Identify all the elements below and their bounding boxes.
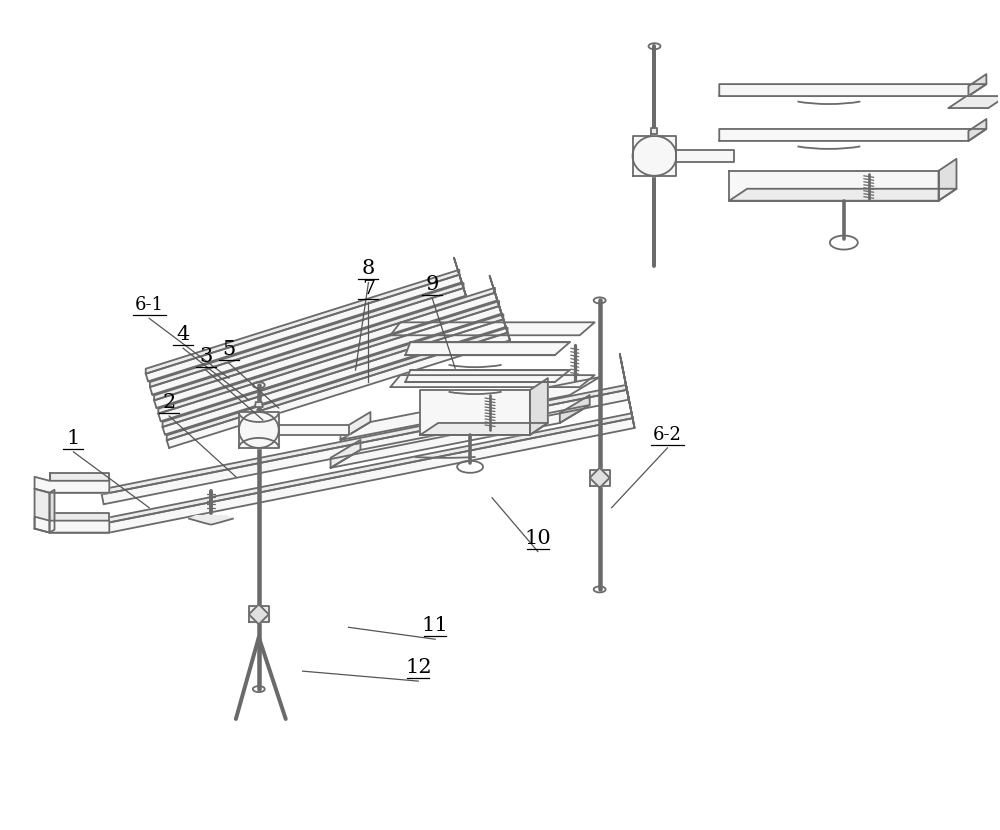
Polygon shape — [163, 320, 506, 435]
Polygon shape — [968, 119, 986, 141]
Polygon shape — [279, 425, 349, 435]
Polygon shape — [107, 418, 635, 533]
Polygon shape — [163, 315, 503, 427]
Polygon shape — [420, 390, 530, 435]
Text: 7: 7 — [362, 280, 375, 299]
Polygon shape — [146, 275, 462, 381]
Polygon shape — [633, 136, 676, 176]
Polygon shape — [35, 516, 109, 533]
Text: 6-2: 6-2 — [653, 426, 682, 444]
Polygon shape — [341, 412, 370, 440]
Polygon shape — [948, 96, 1000, 108]
Polygon shape — [50, 513, 109, 520]
Polygon shape — [101, 385, 627, 495]
Polygon shape — [560, 395, 590, 423]
Text: 5: 5 — [222, 340, 236, 359]
Polygon shape — [676, 150, 734, 162]
Polygon shape — [626, 387, 635, 428]
Polygon shape — [651, 128, 657, 134]
Text: 2: 2 — [162, 393, 176, 412]
Text: 9: 9 — [426, 276, 439, 295]
Polygon shape — [167, 328, 508, 440]
Polygon shape — [454, 257, 462, 282]
Text: 8: 8 — [362, 260, 375, 278]
Polygon shape — [249, 607, 269, 622]
Polygon shape — [189, 515, 233, 523]
Polygon shape — [390, 375, 595, 387]
Polygon shape — [50, 520, 109, 533]
Polygon shape — [625, 382, 633, 418]
Polygon shape — [729, 171, 939, 201]
Polygon shape — [150, 288, 466, 395]
Polygon shape — [719, 84, 986, 96]
Polygon shape — [102, 390, 629, 505]
Polygon shape — [530, 378, 548, 435]
Polygon shape — [50, 490, 54, 533]
Polygon shape — [341, 377, 600, 440]
Text: 11: 11 — [422, 616, 449, 635]
Polygon shape — [939, 159, 956, 201]
Polygon shape — [729, 188, 956, 201]
Polygon shape — [502, 315, 510, 340]
Polygon shape — [154, 293, 497, 408]
Polygon shape — [490, 276, 497, 300]
Polygon shape — [50, 481, 109, 493]
Polygon shape — [255, 402, 263, 407]
Polygon shape — [331, 405, 590, 468]
Polygon shape — [620, 354, 627, 390]
Polygon shape — [239, 412, 279, 448]
Ellipse shape — [239, 412, 279, 448]
Polygon shape — [590, 470, 610, 486]
Polygon shape — [150, 283, 464, 387]
Polygon shape — [249, 604, 269, 624]
Polygon shape — [494, 289, 502, 314]
Polygon shape — [968, 74, 986, 96]
Polygon shape — [498, 302, 506, 327]
Text: 3: 3 — [199, 347, 213, 366]
Polygon shape — [158, 306, 502, 422]
Text: 6-1: 6-1 — [135, 296, 164, 315]
Polygon shape — [106, 413, 633, 523]
Polygon shape — [405, 370, 570, 382]
Text: 4: 4 — [176, 325, 190, 344]
Polygon shape — [405, 342, 570, 355]
Polygon shape — [35, 476, 109, 493]
Text: 12: 12 — [405, 658, 432, 677]
Polygon shape — [420, 423, 548, 435]
Polygon shape — [621, 359, 629, 399]
Polygon shape — [146, 270, 459, 374]
Polygon shape — [167, 333, 510, 448]
Polygon shape — [50, 473, 109, 481]
Polygon shape — [154, 288, 495, 400]
Polygon shape — [390, 322, 595, 335]
Polygon shape — [331, 440, 360, 468]
Polygon shape — [719, 129, 986, 141]
Text: 1: 1 — [67, 429, 80, 448]
Polygon shape — [158, 301, 499, 413]
Polygon shape — [590, 468, 610, 488]
Polygon shape — [35, 489, 50, 533]
Text: 10: 10 — [524, 529, 551, 548]
Polygon shape — [458, 271, 466, 295]
